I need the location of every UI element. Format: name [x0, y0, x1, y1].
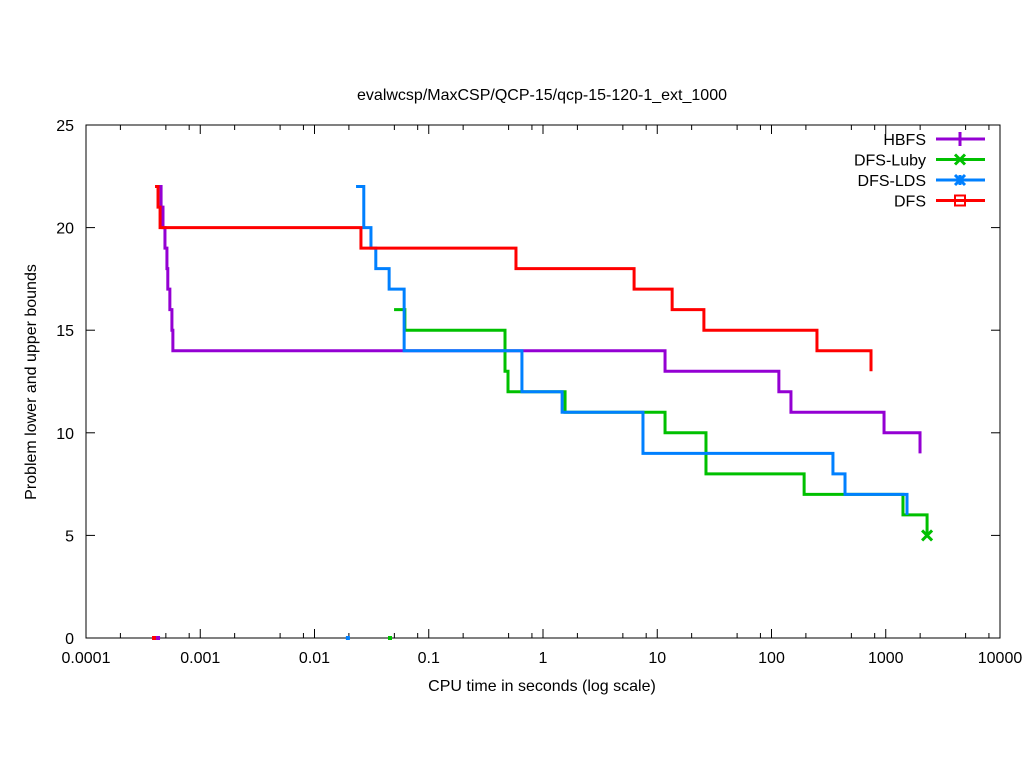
series-dfs-lds [345, 185, 909, 640]
legend-marker [955, 132, 965, 146]
series-dfs [152, 185, 873, 640]
series-line [155, 185, 873, 372]
legend-label: HBFS [883, 132, 926, 149]
x-tick-label: 0.1 [418, 650, 440, 667]
series-line [394, 308, 929, 536]
legend-label: DFS-Luby [854, 153, 926, 170]
y-tick-label: 25 [56, 118, 74, 135]
legend-marker [953, 153, 967, 166]
y-tick-label: 0 [65, 631, 74, 648]
x-tick-label: 100 [758, 650, 785, 667]
plot-frame [85, 124, 1001, 639]
legend: HBFS DFS-Luby DFS-LDS DFS [854, 132, 985, 211]
axes: 0.0001 0.001 0.01 0.1 1 10 100 1000 10000 0 5 10 15 2… [56, 118, 1022, 667]
x-tick-label: 1 [539, 650, 548, 667]
chart-title: evalwcsp/MaxCSP/QCP-15/qcp-15-120-1_ext_… [357, 87, 727, 104]
lower-bound-point [345, 636, 350, 640]
y-tick-label: 20 [56, 221, 74, 238]
series-hbfs [156, 185, 922, 640]
x-axis-label: CPU time in seconds (log scale) [428, 678, 656, 695]
end-marker [921, 529, 934, 542]
y-tick-label: 5 [65, 528, 74, 545]
legend-label: DFS [894, 194, 926, 211]
lower-bound-point [152, 636, 157, 640]
y-tick-label: 15 [56, 323, 74, 340]
x-tick-label: 10000 [978, 650, 1023, 667]
series-line [356, 185, 909, 515]
legend-label: DFS-LDS [858, 173, 926, 190]
x-tick-label: 10 [648, 650, 666, 667]
y-axis-label: Problem lower and upper bounds [23, 264, 40, 500]
legend-marker [953, 173, 967, 187]
x-tick-label: 0.0001 [62, 650, 111, 667]
plot-area [152, 185, 934, 640]
x-tick-label: 1000 [868, 650, 904, 667]
series-dfs-luby [388, 308, 934, 640]
lower-bound-point [388, 636, 393, 640]
lower-bound-point [156, 636, 161, 640]
x-tick-label: 0.01 [299, 650, 330, 667]
x-tick-label: 0.001 [180, 650, 220, 667]
legend-marker [954, 194, 966, 207]
y-tick-label: 10 [56, 426, 74, 443]
